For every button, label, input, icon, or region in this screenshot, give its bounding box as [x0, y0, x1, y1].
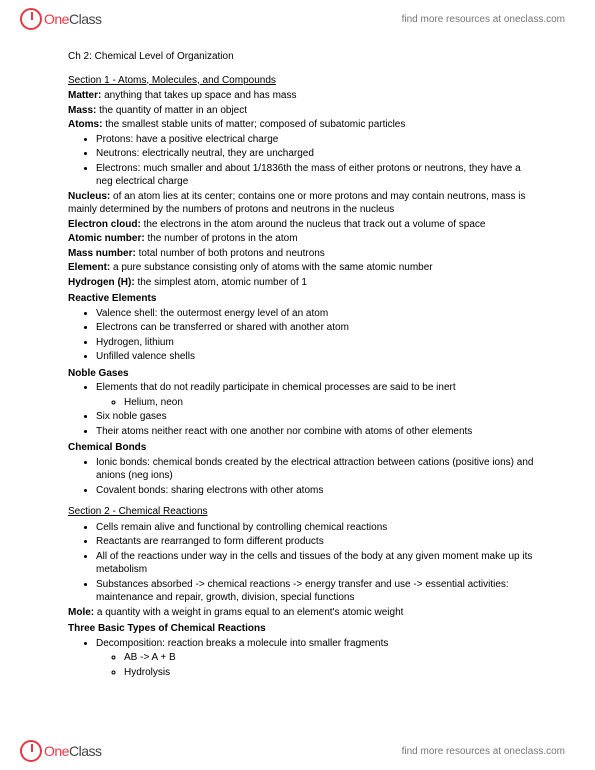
- list-item: Unfilled valence shells: [96, 350, 535, 364]
- footer-tagline: find more resources at oneclass.com: [402, 746, 565, 757]
- logo-icon: [20, 8, 42, 30]
- list-item: Helium, neon: [124, 396, 535, 410]
- list-item: Covalent bonds: sharing electrons with o…: [96, 484, 535, 498]
- brand-logo-footer: OneClass: [20, 740, 101, 762]
- logo-class: Class: [69, 11, 102, 27]
- chemical-bonds-head: Chemical Bonds: [68, 441, 535, 455]
- def-matter: Matter: anything that takes up space and…: [68, 89, 535, 103]
- term: Mass number:: [68, 248, 136, 259]
- term: Electron cloud:: [68, 219, 141, 230]
- li-text: Elements that do not readily participate…: [96, 382, 456, 393]
- list-item: Electrons can be transferred or shared w…: [96, 321, 535, 335]
- li-text: Decomposition: reaction breaks a molecul…: [96, 638, 388, 649]
- def-atomic-number: Atomic number: the number of protons in …: [68, 232, 535, 246]
- list-item: Valence shell: the outermost energy leve…: [96, 307, 535, 321]
- list-item: Reactants are rearranged to form differe…: [96, 535, 535, 549]
- term: Element:: [68, 262, 110, 273]
- def: a quantity with a weight in grams equal …: [94, 607, 403, 618]
- logo-one: One: [44, 743, 69, 759]
- header-tagline: find more resources at oneclass.com: [402, 14, 565, 25]
- def-mass: Mass: the quantity of matter in an objec…: [68, 104, 535, 118]
- types-list: Decomposition: reaction breaks a molecul…: [68, 637, 535, 680]
- def-mass-number: Mass number: total number of both proton…: [68, 247, 535, 261]
- noble-gases-head: Noble Gases: [68, 367, 535, 381]
- bonds-list: Ionic bonds: chemical bonds created by t…: [68, 456, 535, 498]
- section-1-head: Section 1 - Atoms, Molecules, and Compou…: [68, 74, 535, 88]
- chapter-title: Ch 2: Chemical Level of Organization: [68, 50, 535, 64]
- list-item: AB -> A + B: [124, 651, 535, 665]
- def-atoms: Atoms: the smallest stable units of matt…: [68, 118, 535, 132]
- noble-list: Elements that do not readily participate…: [68, 381, 535, 438]
- list-item: Substances absorbed -> chemical reaction…: [96, 578, 535, 605]
- subatomic-list: Protons: have a positive electrical char…: [68, 133, 535, 189]
- reactions-list: Cells remain alive and functional by con…: [68, 521, 535, 605]
- reactive-elements-head: Reactive Elements: [68, 292, 535, 306]
- page-header: OneClass find more resources at oneclass…: [0, 0, 595, 38]
- term: Mole:: [68, 607, 94, 618]
- def-nucleus: Nucleus: of an atom lies at its center; …: [68, 190, 535, 217]
- list-item: Decomposition: reaction breaks a molecul…: [96, 637, 535, 680]
- list-item: Hydrogen, lithium: [96, 336, 535, 350]
- def-hydrogen: Hydrogen (H): the simplest atom, atomic …: [68, 276, 535, 290]
- term: Atoms:: [68, 119, 102, 130]
- logo-text: OneClass: [44, 743, 101, 759]
- logo-one: One: [44, 11, 69, 27]
- def: the electrons in the atom around the nuc…: [141, 219, 486, 230]
- page-footer: OneClass find more resources at oneclass…: [0, 732, 595, 770]
- logo-icon: [20, 740, 42, 762]
- def: the smallest stable units of matter; com…: [102, 119, 405, 130]
- list-item: Elements that do not readily participate…: [96, 381, 535, 409]
- def: of an atom lies at its center; contains …: [68, 191, 525, 216]
- list-item: Hydrolysis: [124, 666, 535, 680]
- logo-text: OneClass: [44, 11, 101, 27]
- def: anything that takes up space and has mas…: [101, 90, 296, 101]
- def: a pure substance consisting only of atom…: [110, 262, 432, 273]
- logo-class: Class: [69, 743, 102, 759]
- list-item: All of the reactions under way in the ce…: [96, 550, 535, 577]
- def: the quantity of matter in an object: [96, 105, 247, 116]
- section-2-head: Section 2 - Chemical Reactions: [68, 505, 535, 519]
- term: Nucleus:: [68, 191, 110, 202]
- list-item: Electrons: much smaller and about 1/1836…: [96, 162, 535, 189]
- reactive-list: Valence shell: the outermost energy leve…: [68, 307, 535, 364]
- def-element: Element: a pure substance consisting onl…: [68, 261, 535, 275]
- reaction-types-head: Three Basic Types of Chemical Reactions: [68, 622, 535, 636]
- list-item: Six noble gases: [96, 410, 535, 424]
- def: the number of protons in the atom: [145, 233, 298, 244]
- def-electron-cloud: Electron cloud: the electrons in the ato…: [68, 218, 535, 232]
- list-item: Protons: have a positive electrical char…: [96, 133, 535, 147]
- brand-logo: OneClass: [20, 8, 101, 30]
- document-body: Ch 2: Chemical Level of Organization Sec…: [68, 50, 535, 720]
- term: Matter:: [68, 90, 101, 101]
- def: total number of both protons and neutron…: [136, 248, 325, 259]
- def-mole: Mole: a quantity with a weight in grams …: [68, 606, 535, 620]
- list-item: Their atoms neither react with one anoth…: [96, 425, 535, 439]
- list-item: Cells remain alive and functional by con…: [96, 521, 535, 535]
- term: Mass:: [68, 105, 96, 116]
- term: Hydrogen (H):: [68, 277, 135, 288]
- def: the simplest atom, atomic number of 1: [135, 277, 307, 288]
- list-item: Ionic bonds: chemical bonds created by t…: [96, 456, 535, 483]
- term: Atomic number:: [68, 233, 145, 244]
- list-item: Neutrons: electrically neutral, they are…: [96, 147, 535, 161]
